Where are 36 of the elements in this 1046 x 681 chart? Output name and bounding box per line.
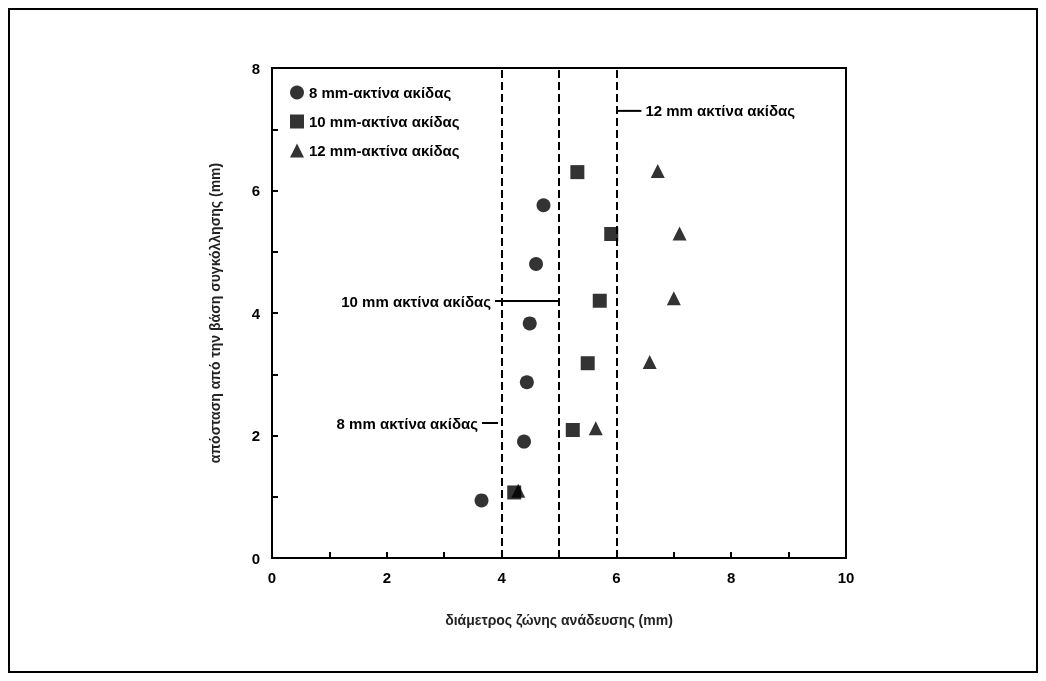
x-axis-title: διάμετρος ζώνης ανάδευσης (mm) (445, 612, 673, 628)
x-tick-label: 2 (382, 569, 391, 586)
legend-label: 8 mm-ακτίνα ακίδας (309, 84, 452, 101)
x-tick-label: 4 (497, 569, 507, 586)
point (672, 226, 687, 241)
x-tick-label: 8 (727, 569, 736, 586)
y-tick-label: 6 (251, 182, 260, 199)
point (666, 291, 681, 306)
y-tick-label: 8 (251, 59, 260, 77)
point (511, 483, 526, 498)
y-axis-title: απόσταση από την βάση συγκόλλησης (mm) (207, 162, 223, 464)
point (517, 434, 531, 449)
x-tick-label: 10 (837, 569, 855, 586)
point (650, 163, 665, 178)
y-tick-label: 2 (251, 427, 260, 444)
x-tick-label: 0 (267, 569, 277, 586)
point (522, 316, 537, 331)
y-tick-label: 4 (251, 304, 261, 322)
annotation: 12 mm ακτίνα ακίδας (645, 102, 796, 120)
annotation: 10 mm ακτίνα ακίδας (341, 292, 492, 310)
point (592, 293, 607, 308)
legend-label: 12 mm-ακτίνα ακίδας (309, 142, 460, 159)
annotation: 8 mm ακτίνα ακίδας (336, 414, 479, 432)
point (536, 198, 551, 213)
point (474, 493, 489, 508)
point (570, 165, 585, 180)
x-tick-label: 6 (612, 569, 621, 586)
point (519, 375, 534, 390)
point (580, 356, 595, 371)
point (604, 226, 619, 241)
point (642, 355, 657, 369)
y-tick-label: 0 (251, 549, 260, 567)
legend-label: 10 mm-ακτίνα ακίδας (309, 113, 460, 130)
point (565, 422, 580, 437)
point (529, 257, 544, 271)
point (588, 421, 603, 436)
